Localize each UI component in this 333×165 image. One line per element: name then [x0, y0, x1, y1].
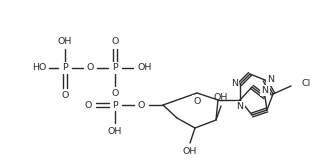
- Text: N: N: [236, 102, 243, 111]
- Text: OH: OH: [138, 64, 152, 72]
- Text: O: O: [111, 37, 119, 47]
- Text: N: N: [231, 80, 238, 88]
- Text: O: O: [84, 100, 92, 110]
- Text: OH: OH: [183, 148, 197, 156]
- Text: N: N: [267, 76, 274, 84]
- Text: N: N: [261, 86, 268, 95]
- Text: OH: OH: [58, 37, 72, 47]
- Text: O: O: [137, 100, 145, 110]
- Text: HO: HO: [32, 64, 46, 72]
- Text: P: P: [112, 100, 118, 110]
- Text: O: O: [111, 88, 119, 98]
- Text: O: O: [61, 90, 69, 99]
- Text: OH: OH: [108, 128, 122, 136]
- Text: OH: OH: [214, 93, 228, 101]
- Text: P: P: [112, 64, 118, 72]
- Text: O: O: [193, 97, 201, 105]
- Text: P: P: [62, 64, 68, 72]
- Text: O: O: [86, 64, 94, 72]
- Text: Cl: Cl: [301, 80, 310, 88]
